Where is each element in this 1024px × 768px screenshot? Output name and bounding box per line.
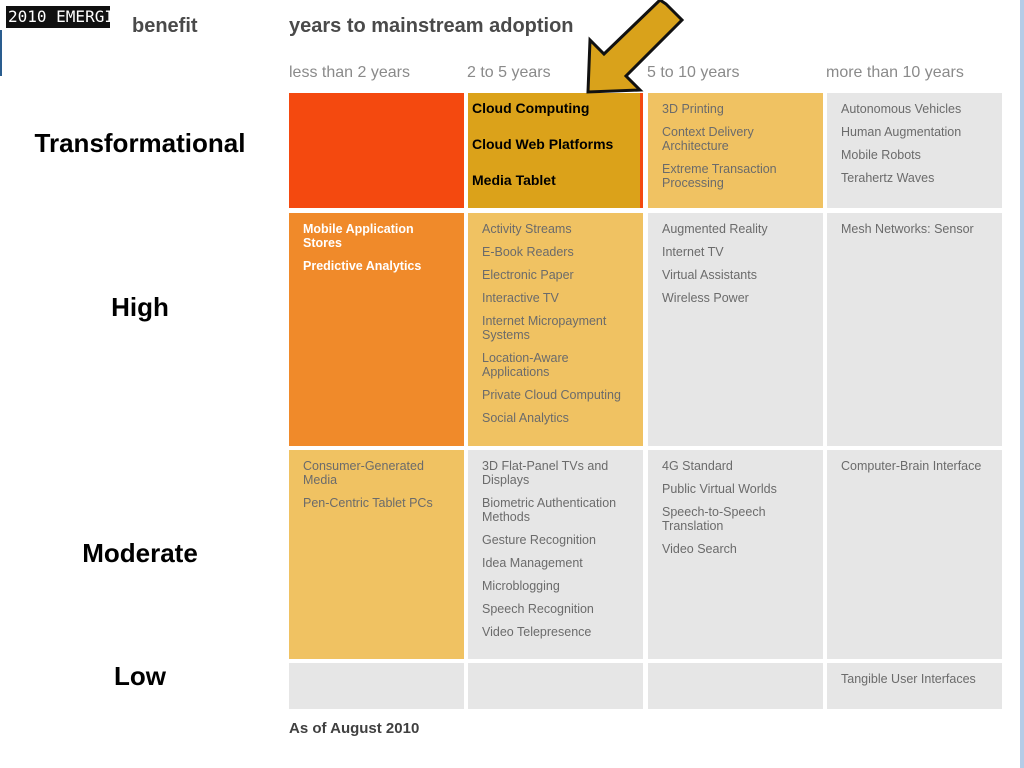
- matrix-cell-high-lt2: Mobile Application Stores Predictive Anal…: [289, 213, 464, 446]
- technology-item: Extreme Transaction Processing: [662, 162, 777, 190]
- technology-item: Human Augmentation: [841, 125, 962, 139]
- technology-item: Pen-Centric Tablet PCs: [303, 496, 433, 510]
- technology-item: Augmented Reality: [662, 222, 768, 236]
- right-edge-decoration: [1020, 0, 1024, 768]
- technology-item: Activity Streams: [482, 222, 572, 236]
- matrix-cell-low-2to5: [468, 663, 643, 709]
- technology-item: Autonomous Vehicles: [841, 102, 962, 116]
- matrix-cell-transformational-lt2: [289, 93, 464, 208]
- matrix-cell-low-5to10: [648, 663, 823, 709]
- technology-item: Microblogging: [482, 579, 560, 593]
- technology-item: 3D Printing: [662, 102, 724, 116]
- matrix-cell-low-lt2: [289, 663, 464, 709]
- technology-item: Idea Management: [482, 556, 583, 570]
- technology-item: Electronic Paper: [482, 268, 574, 282]
- technology-item: Private Cloud Computing: [482, 388, 621, 402]
- technology-item: Social Analytics: [482, 411, 569, 425]
- technology-item: Speech-to-Speech Translation: [662, 505, 766, 533]
- benefit-header: benefit: [132, 15, 198, 37]
- matrix-cell-low-gt10: Tangible User Interfaces: [827, 663, 1002, 709]
- matrix-cell-high-gt10: Mesh Networks: Sensor: [827, 213, 1002, 446]
- technology-item: Location-Aware Applications: [482, 351, 569, 379]
- years-header: years to mainstream adoption: [289, 15, 574, 37]
- edge-decoration: [0, 30, 2, 76]
- row-label-moderate: Moderate: [82, 538, 198, 568]
- technology-item: Interactive TV: [482, 291, 559, 305]
- technology-item: Wireless Power: [662, 291, 749, 305]
- matrix-cell-transformational-gt10: Autonomous Vehicles Human Augmentation Mob…: [827, 93, 1002, 208]
- technology-item: Predictive Analytics: [303, 259, 422, 273]
- technology-item: Media Tablet: [472, 172, 556, 188]
- matrix-cell-high-5to10: Augmented Reality Internet TV Virtual Assi…: [648, 213, 823, 446]
- technology-item: E-Book Readers: [482, 245, 574, 259]
- column-header-5to10: 5 to 10 years: [647, 64, 740, 81]
- technology-item: Mobile Application Stores: [303, 222, 414, 250]
- row-label-low: Low: [114, 661, 166, 691]
- technology-item: Speech Recognition: [482, 602, 594, 616]
- technology-item: Internet Micropayment Systems: [482, 314, 607, 342]
- matrix-cell-moderate-2to5: 3D Flat-Panel TVs and Displays Biometric …: [468, 450, 643, 659]
- technology-item: Tangible User Interfaces: [841, 672, 976, 686]
- matrix-cell-transformational-2to5: Cloud Computing Cloud Web Platforms Media …: [468, 93, 643, 208]
- matrix-cell-high-2to5: Activity Streams E-Book Readers Electronic…: [468, 213, 643, 446]
- technology-item: Cloud Computing: [472, 100, 590, 116]
- technology-item: Context Delivery Architecture: [662, 125, 754, 153]
- technology-item: Internet TV: [662, 245, 724, 259]
- technology-item: Mobile Robots: [841, 148, 921, 162]
- technology-item: 3D Flat-Panel TVs and Displays: [482, 459, 609, 487]
- technology-item: Mesh Networks: Sensor: [841, 222, 974, 236]
- column-header-lt2: less than 2 years: [289, 64, 410, 81]
- technology-item: 4G Standard: [662, 459, 733, 473]
- slide-title-chip: 2010 EMERGING: [6, 6, 110, 28]
- technology-item: Video Search: [662, 542, 737, 556]
- matrix-cell-moderate-lt2: Consumer-Generated Media Pen-Centric Tabl…: [289, 450, 464, 659]
- technology-item: Computer-Brain Interface: [841, 459, 982, 473]
- matrix-cell-transformational-5to10: 3D Printing Context Delivery Architecture…: [648, 93, 823, 208]
- row-label-high: High: [111, 292, 169, 322]
- technology-item: Biometric Authentication Methods: [482, 496, 617, 524]
- column-header-2to5: 2 to 5 years: [467, 64, 551, 81]
- arrow-down-left-icon: [586, 0, 685, 94]
- technology-item: Terahertz Waves: [841, 171, 935, 185]
- matrix-cell-moderate-gt10: Computer-Brain Interface: [827, 450, 1002, 659]
- row-label-transformational: Transformational: [34, 128, 246, 158]
- technology-item: Virtual Assistants: [662, 268, 757, 282]
- technology-item: Gesture Recognition: [482, 533, 596, 547]
- technology-item: Consumer-Generated Media: [303, 459, 424, 487]
- column-header-gt10: more than 10 years: [826, 64, 964, 81]
- technology-item: Cloud Web Platforms: [472, 136, 614, 152]
- technology-item: Public Virtual Worlds: [662, 482, 777, 496]
- as-of-note: As of August 2010: [289, 720, 420, 737]
- matrix-cell-moderate-5to10: 4G Standard Public Virtual Worlds Speech-t…: [648, 450, 823, 659]
- technology-item: Video Telepresence: [482, 625, 592, 639]
